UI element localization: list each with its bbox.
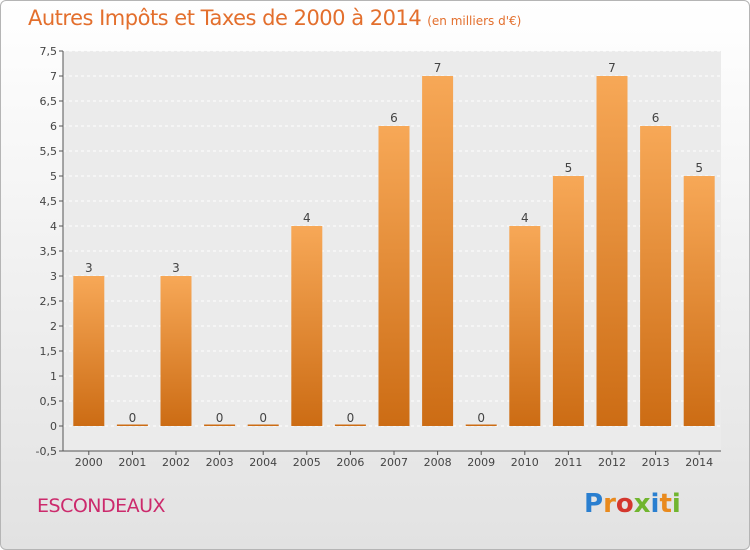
bar — [204, 424, 236, 426]
data-label: 3 — [172, 261, 180, 275]
data-label: 7 — [608, 61, 616, 75]
x-tick-label: 2001 — [118, 456, 146, 469]
data-label: 5 — [565, 161, 573, 175]
x-tick-label: 2005 — [293, 456, 321, 469]
y-tick-label: 0 — [50, 420, 57, 433]
y-tick-label: 0,5 — [40, 395, 58, 408]
x-tick-label: 2002 — [162, 456, 190, 469]
chart-title: Autres Impôts et Taxes de 2000 à 2014 (en… — [28, 6, 521, 30]
bar — [160, 276, 192, 426]
bar — [683, 176, 715, 426]
x-tick-label: 2011 — [554, 456, 582, 469]
y-tick-label: 4,5 — [40, 195, 58, 208]
y-tick-label: 2 — [50, 320, 57, 333]
bar — [640, 126, 672, 426]
x-tick-label: 2013 — [642, 456, 670, 469]
data-label: 3 — [85, 261, 93, 275]
x-tick-label: 2008 — [424, 456, 452, 469]
bar — [291, 226, 323, 426]
logo-letter: o — [615, 489, 634, 519]
x-tick-label: 2009 — [467, 456, 495, 469]
data-label: 4 — [521, 211, 529, 225]
y-tick-label: 4 — [50, 220, 57, 233]
x-tick-label: 2007 — [380, 456, 408, 469]
x-tick-label: 2000 — [75, 456, 103, 469]
y-tick-label: 7,5 — [40, 45, 58, 58]
logo-letter: r — [603, 489, 616, 519]
data-label: 0 — [477, 411, 485, 425]
x-tick-label: 2004 — [249, 456, 277, 469]
bar — [247, 424, 279, 426]
logo-letter: i — [671, 489, 681, 519]
logo-letter: x — [633, 489, 651, 519]
logo-letter: t — [659, 489, 672, 519]
bar — [334, 424, 366, 426]
x-tick-label: 2006 — [336, 456, 364, 469]
data-label: 6 — [390, 111, 398, 125]
x-tick-label: 2003 — [206, 456, 234, 469]
bar — [378, 126, 410, 426]
y-tick-label: 1 — [50, 370, 57, 383]
y-tick-label: 3,5 — [40, 245, 58, 258]
data-label: 6 — [652, 111, 660, 125]
data-label: 5 — [695, 161, 703, 175]
bar — [73, 276, 105, 426]
y-tick-label: -0,5 — [36, 445, 57, 458]
y-tick-label: 6 — [50, 120, 57, 133]
logo-letter: i — [650, 489, 660, 519]
chart-title-text: Autres Impôts et Taxes de 2000 à 2014 — [28, 6, 422, 30]
data-label: 7 — [434, 61, 442, 75]
data-label: 0 — [216, 411, 224, 425]
y-tick-label: 1,5 — [40, 345, 58, 358]
data-label: 4 — [303, 211, 311, 225]
bar — [116, 424, 148, 426]
y-tick-label: 2,5 — [40, 295, 58, 308]
data-label: 0 — [347, 411, 355, 425]
commune-name: ESCONDEAUX — [37, 495, 166, 517]
x-tick-label: 2014 — [685, 456, 713, 469]
logo-letter: P — [584, 489, 604, 519]
bar — [596, 76, 628, 426]
bar — [509, 226, 541, 426]
y-tick-label: 6,5 — [40, 95, 58, 108]
data-label: 0 — [259, 411, 267, 425]
proxiti-logo[interactable]: Proxiti — [584, 489, 681, 519]
y-tick-label: 5,5 — [40, 145, 58, 158]
x-tick-label: 2010 — [511, 456, 539, 469]
y-tick-label: 5 — [50, 170, 57, 183]
bar — [422, 76, 454, 426]
y-tick-label: 7 — [50, 70, 57, 83]
chart-subtitle: (en milliers d'€) — [427, 14, 522, 28]
bar — [465, 424, 497, 426]
y-tick-label: 3 — [50, 270, 57, 283]
bar — [552, 176, 584, 426]
data-label: 0 — [129, 411, 137, 425]
x-tick-label: 2012 — [598, 456, 626, 469]
